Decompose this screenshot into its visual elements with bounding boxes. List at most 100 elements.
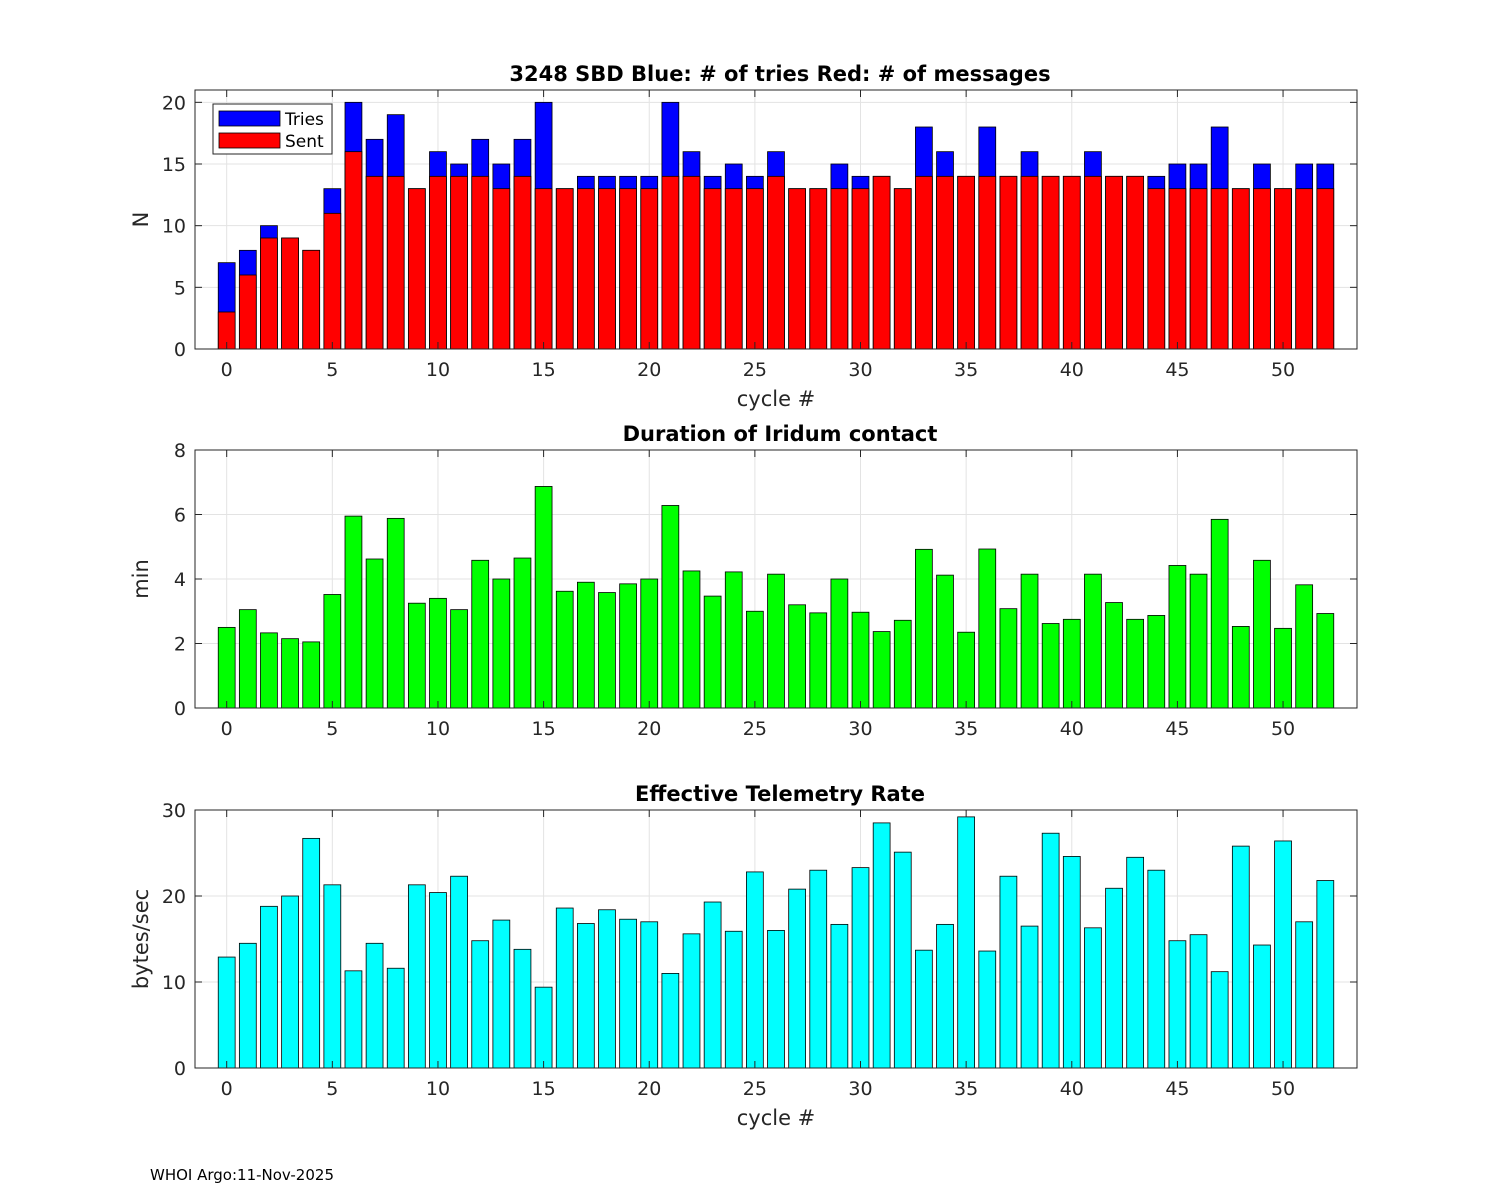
bar-sent: [1147, 188, 1166, 350]
bar-rate: [471, 940, 490, 1069]
bar-rate: [281, 895, 299, 1069]
bar-rate: [1316, 880, 1335, 1069]
x-tick-label: 25: [743, 718, 767, 740]
bar-duration: [1274, 627, 1292, 709]
bar-sent: [703, 188, 722, 350]
bar-rate: [344, 970, 363, 1069]
bar-duration: [809, 612, 828, 709]
bar-rate: [1274, 840, 1292, 1069]
bar-rate: [661, 973, 680, 1069]
bar-sent: [323, 212, 342, 350]
bar-rate: [1147, 869, 1166, 1069]
bar-rate: [1020, 925, 1039, 1069]
axes-box: [194, 89, 1358, 350]
bar-rate: [1126, 856, 1145, 1069]
bar-sent: [302, 249, 321, 350]
bar-rate: [682, 933, 701, 1069]
bar-duration: [577, 581, 595, 709]
bar-sent: [238, 274, 257, 350]
y-tick-label: 10: [162, 972, 186, 994]
bar-sent: [1126, 175, 1145, 350]
bar-sent: [534, 188, 553, 350]
bar-duration: [640, 578, 659, 709]
bar-sent: [1041, 175, 1060, 350]
bar-sent: [724, 188, 743, 350]
y-axis-label: N: [129, 212, 153, 228]
bar-rate: [1084, 927, 1102, 1069]
bar-sent: [1274, 188, 1292, 350]
bar-sent: [1020, 175, 1039, 350]
bar-sent: [1316, 188, 1335, 350]
x-tick-label: 25: [743, 359, 767, 381]
bar-sent: [1105, 175, 1123, 350]
bar-duration: [1126, 618, 1145, 709]
bar-duration: [302, 641, 321, 709]
legend-swatch-sent: [218, 132, 281, 149]
bar-rate: [788, 888, 806, 1069]
x-tick-label: 30: [848, 718, 872, 740]
bar-duration: [555, 590, 574, 709]
x-axis-label: cycle #: [737, 1106, 816, 1130]
bar-duration: [1084, 573, 1102, 709]
bar-duration: [788, 604, 806, 709]
bar-sent: [450, 175, 468, 350]
x-tick-label: 40: [1060, 359, 1084, 381]
y-tick-label: 15: [162, 154, 186, 176]
bar-duration: [598, 592, 616, 709]
chart-title: 3248 SBD Blue: # of tries Red: # of mess…: [509, 62, 1050, 86]
x-tick-label: 45: [1165, 718, 1189, 740]
x-tick-label: 0: [221, 1078, 233, 1100]
bar-rate: [957, 816, 975, 1069]
y-tick-label: 20: [162, 886, 186, 908]
bar-rate: [323, 884, 342, 1069]
chart-panel-2: 0 5 10 15 20 25 30 35 40 45 50 0 2 4 6 8 Duration of Iri…: [129, 422, 1358, 740]
bar-duration: [682, 570, 701, 709]
x-tick-label: 15: [532, 718, 556, 740]
bar-duration: [1316, 613, 1335, 709]
bar-duration: [661, 505, 680, 709]
bar-duration: [450, 609, 468, 709]
chart-title: Effective Telemetry Rate: [635, 782, 925, 806]
x-tick-label: 50: [1271, 1078, 1295, 1100]
bar-sent: [1295, 188, 1314, 350]
x-tick-label: 45: [1165, 359, 1189, 381]
y-tick-label: 8: [174, 440, 186, 462]
bar-rate: [450, 875, 468, 1069]
chart-title: Duration of Iridum contact: [623, 422, 938, 446]
bar-sent: [555, 188, 574, 350]
bar-duration: [703, 595, 722, 709]
bar-duration: [1168, 565, 1187, 709]
bar-duration: [767, 573, 785, 709]
y-tick-label: 0: [174, 1058, 186, 1080]
bar-duration: [1041, 623, 1060, 709]
bar-rate: [598, 909, 616, 1069]
bar-sent: [598, 188, 616, 350]
bar-rate: [1105, 887, 1123, 1069]
bar-rate: [429, 892, 447, 1069]
bar-duration: [724, 571, 743, 709]
bar-rate: [555, 907, 574, 1069]
bar-duration: [534, 486, 553, 709]
bar-duration: [1295, 584, 1314, 709]
y-tick-label: 4: [174, 569, 186, 591]
bar-duration: [1231, 626, 1250, 709]
series-duration: [217, 486, 1335, 709]
bar-rate: [746, 871, 764, 1069]
y-tick-label: 10: [162, 216, 186, 238]
x-tick-label: 10: [426, 718, 450, 740]
x-tick-label: 35: [954, 359, 978, 381]
y-tick-label: 0: [174, 698, 186, 720]
bar-rate: [1062, 856, 1081, 1069]
bar-rate: [1168, 940, 1187, 1069]
bar-rate: [640, 921, 659, 1069]
bar-sent: [661, 175, 680, 350]
x-tick-label: 10: [426, 359, 450, 381]
bar-rate: [492, 919, 511, 1069]
bar-rate: [238, 942, 257, 1069]
bar-sent: [682, 175, 701, 350]
bar-sent: [492, 188, 511, 350]
y-tick-label: 0: [174, 339, 186, 361]
bar-duration: [936, 574, 954, 709]
